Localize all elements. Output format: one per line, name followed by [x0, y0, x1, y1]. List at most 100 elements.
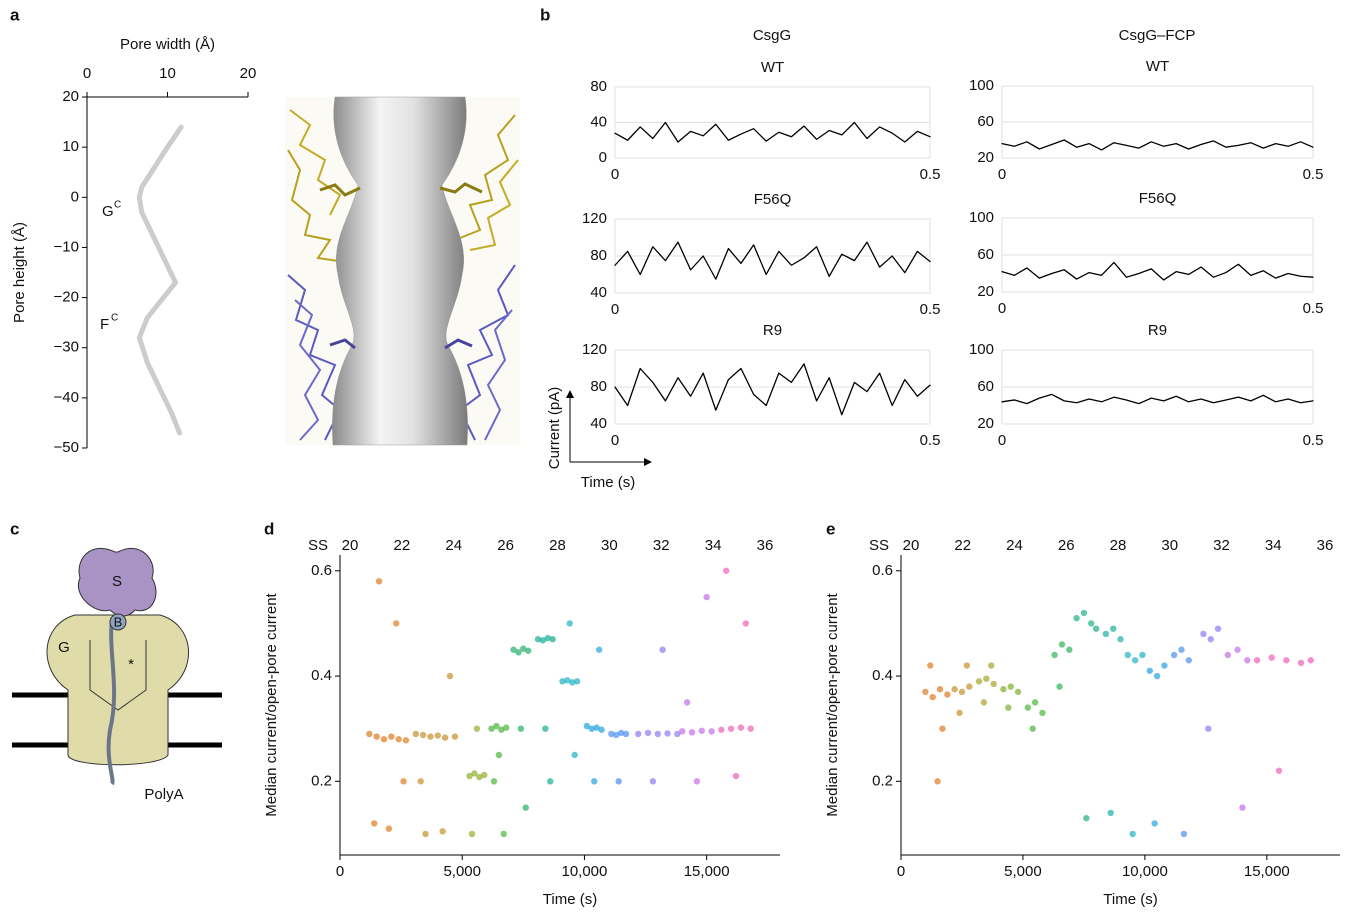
point — [498, 726, 505, 733]
point — [608, 730, 615, 738]
point — [693, 778, 701, 785]
point — [451, 733, 459, 740]
point — [683, 699, 691, 706]
point — [510, 646, 517, 653]
panel-letter: e — [826, 519, 835, 538]
trace — [1001, 139, 1314, 151]
point — [1092, 625, 1100, 632]
point — [1031, 699, 1039, 706]
point — [644, 729, 652, 737]
point — [466, 772, 473, 780]
point — [1088, 620, 1095, 627]
point — [1117, 636, 1124, 643]
point — [688, 729, 696, 736]
top-tick-label: 30 — [1161, 537, 1178, 554]
y-tick-label: −40 — [54, 389, 79, 406]
point — [1058, 641, 1066, 648]
point — [1297, 659, 1305, 667]
point — [542, 725, 549, 732]
point — [951, 686, 958, 693]
point — [534, 636, 542, 643]
point — [380, 736, 388, 743]
diagram-label: G — [58, 639, 70, 656]
x-tick-label: 10 — [159, 65, 176, 82]
point — [598, 726, 605, 733]
point — [1178, 646, 1185, 653]
point — [488, 725, 495, 732]
y-tick-label: 120 — [582, 341, 607, 358]
y-tick-label: 0.4 — [311, 667, 332, 684]
y-tick-label: 100 — [969, 209, 994, 226]
point — [613, 731, 620, 739]
x-tick-label: 20 — [240, 65, 257, 82]
point — [1073, 614, 1080, 622]
point — [1253, 657, 1261, 664]
point — [473, 725, 481, 732]
point — [698, 727, 705, 734]
point — [366, 730, 373, 738]
y-tick-label: 60 — [977, 113, 994, 130]
point — [1234, 646, 1241, 653]
axis-label: Time (s) — [581, 474, 635, 491]
annotation: F — [100, 316, 109, 333]
annotation: G — [102, 203, 114, 220]
top-tick-label: 32 — [653, 537, 670, 554]
panel-letter: c — [10, 519, 19, 538]
point — [975, 678, 983, 685]
point — [723, 567, 730, 574]
y-tick-label: 20 — [62, 88, 79, 105]
point — [395, 736, 402, 743]
point — [522, 804, 529, 811]
point — [544, 634, 551, 642]
trace — [614, 363, 931, 416]
x-tick-label: 0 — [998, 166, 1006, 183]
y-tick-label: 0 — [71, 188, 79, 205]
y-tick-label: 80 — [590, 378, 607, 395]
y-tick-label: −10 — [54, 238, 79, 255]
x-tick-label: 0.5 — [920, 432, 941, 449]
x-tick-label: 15,000 — [684, 863, 730, 880]
y-tick-label: 0.4 — [872, 667, 893, 684]
panel-letter: a — [10, 5, 20, 24]
chart-title: F56Q — [1139, 190, 1177, 207]
y-tick-label: 0 — [599, 149, 607, 166]
x-tick-label: 15,000 — [1244, 863, 1290, 880]
x-tick-label: 0 — [998, 300, 1006, 317]
point — [1200, 630, 1207, 638]
y-tick-label: −20 — [54, 289, 79, 306]
diagram-label: B — [114, 614, 123, 629]
x-tick-label: 0.5 — [1303, 300, 1324, 317]
x-tick-label: 0 — [336, 863, 344, 880]
point — [927, 662, 934, 669]
point — [1005, 704, 1012, 711]
point — [1307, 657, 1314, 664]
point — [583, 722, 591, 730]
y-tick-label: 100 — [969, 77, 994, 94]
x-tick-label: 0 — [611, 432, 619, 449]
point — [493, 722, 500, 730]
point — [983, 675, 990, 682]
point — [1146, 667, 1153, 674]
point — [515, 649, 522, 656]
point — [1205, 725, 1212, 732]
point — [441, 734, 449, 741]
point — [1153, 672, 1161, 680]
point — [944, 691, 951, 698]
point — [1051, 651, 1058, 659]
point — [703, 593, 710, 601]
y-tick-label: 20 — [977, 415, 994, 432]
diagram-label: PolyA — [144, 786, 183, 803]
chart-title: WT — [761, 59, 784, 76]
y-tick-label: 60 — [977, 378, 994, 395]
trace — [1001, 261, 1314, 281]
y-tick-label: 0.2 — [872, 772, 893, 789]
x-tick-label: 0 — [998, 432, 1006, 449]
point — [963, 662, 971, 669]
top-axis-title: SS — [869, 537, 889, 554]
point — [1102, 630, 1110, 638]
point — [1007, 683, 1014, 690]
y-tick-label: 20 — [977, 149, 994, 166]
point — [412, 730, 419, 738]
point — [649, 778, 657, 785]
point — [615, 778, 622, 785]
